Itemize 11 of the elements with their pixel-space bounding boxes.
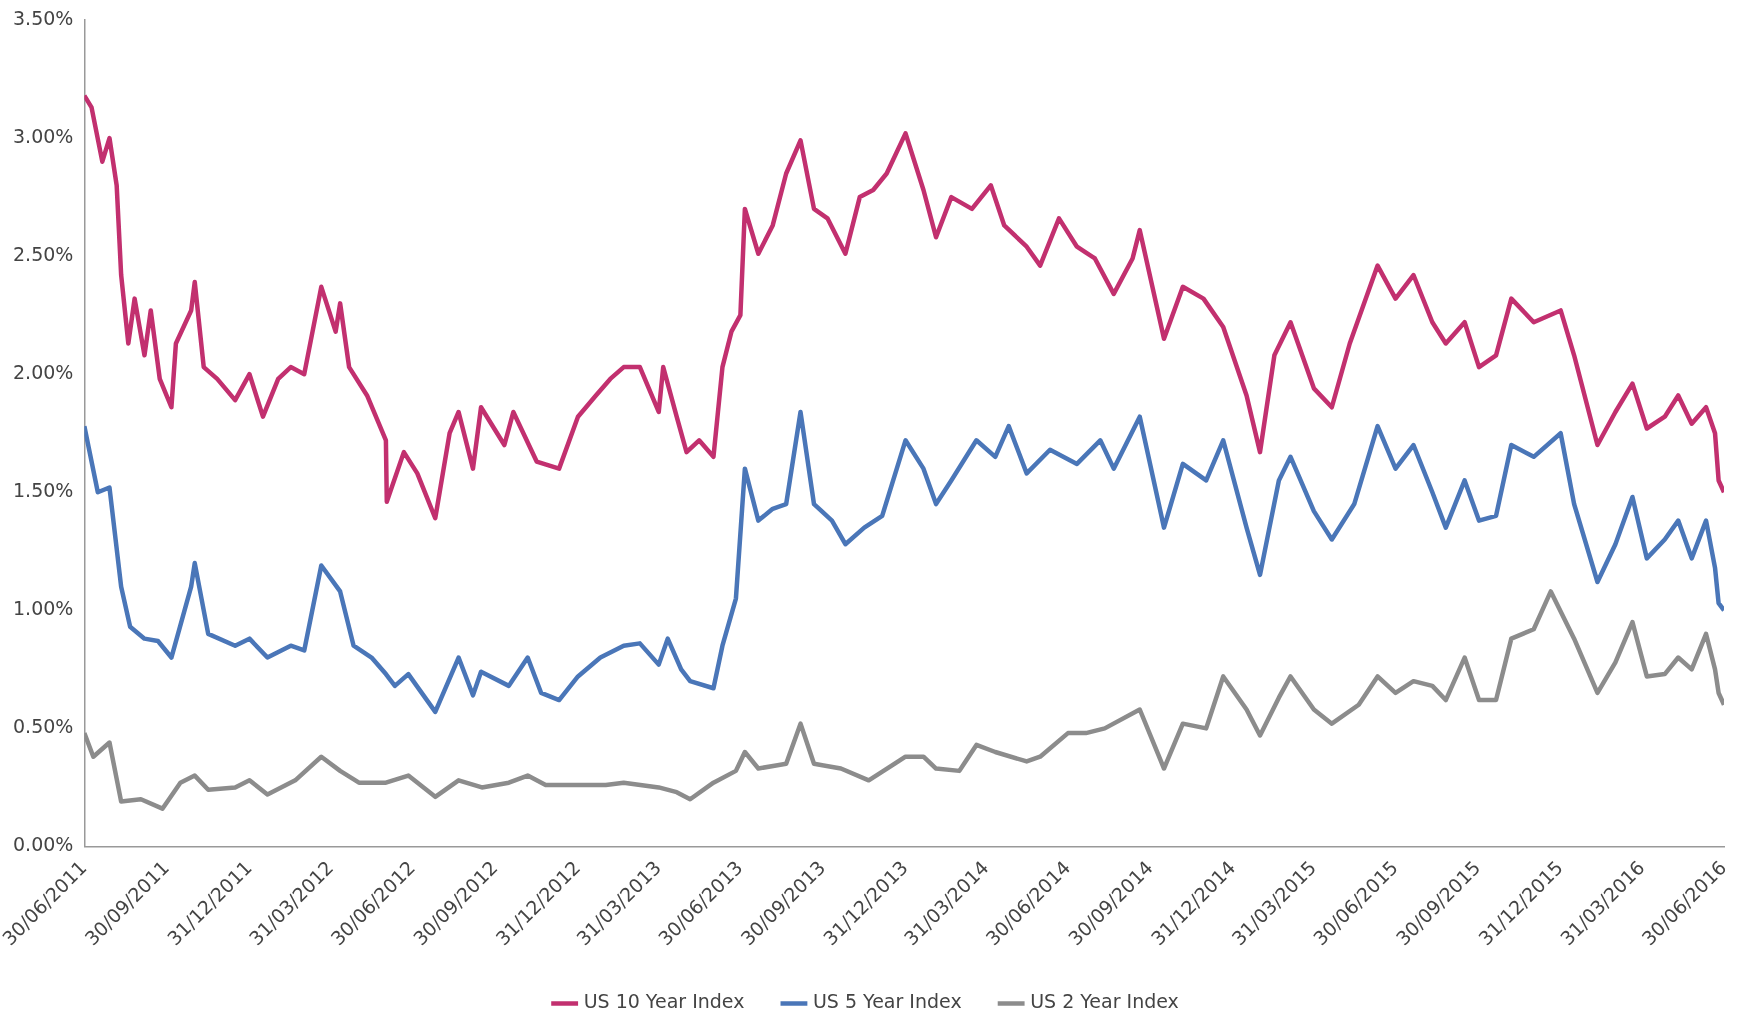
- legend-label: US 10 Year Index: [583, 990, 745, 1013]
- y-tick-label: 0.50%: [13, 715, 74, 738]
- y-tick-label: 2.50%: [13, 243, 74, 266]
- y-tick-label: 2.00%: [13, 361, 74, 384]
- legend-label: US 2 Year Index: [1030, 990, 1179, 1013]
- y-tick-label: 1.50%: [13, 479, 74, 502]
- y-tick-label: 1.00%: [13, 597, 74, 620]
- legend-label: US 5 Year Index: [812, 990, 962, 1013]
- y-tick-label: 3.50%: [13, 6, 74, 29]
- y-tick-label: 3.00%: [13, 125, 74, 147]
- y-tick-label: 0.00%: [13, 833, 74, 856]
